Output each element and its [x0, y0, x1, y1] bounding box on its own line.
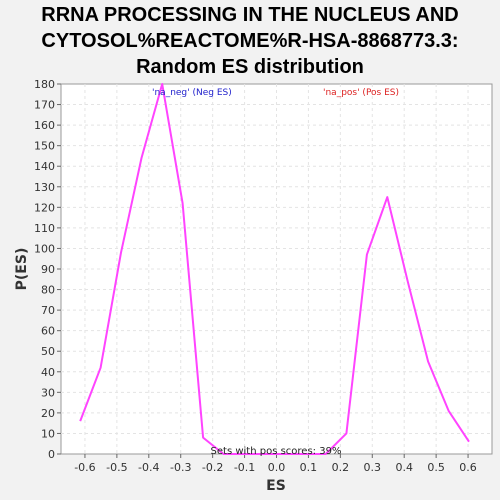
x-tick-label: 0.0 — [268, 461, 286, 474]
y-tick-label: 20 — [41, 407, 55, 420]
x-tick-label: -0.2 — [202, 461, 223, 474]
x-tick-label: -0.5 — [106, 461, 127, 474]
y-tick-label: 180 — [34, 78, 55, 91]
y-tick-label: 100 — [34, 242, 55, 255]
chart-title-line-1: RRNA PROCESSING IN THE NUCLEUS AND — [41, 4, 459, 26]
y-axis-ticks: 0 10 20 30 40 50 60 70 80 90 100 110 120 130 140 150 160… — [34, 78, 61, 461]
x-tick-label: -0.3 — [170, 461, 191, 474]
y-tick-label: 60 — [41, 325, 55, 338]
y-axis-label: P(ES) — [14, 248, 30, 291]
chart-title-line-3: Random ES distribution — [136, 56, 364, 78]
es-distribution-line — [79, 83, 470, 455]
x-tick-label: 0.5 — [427, 461, 445, 474]
x-axis-label: ES — [266, 478, 286, 494]
x-tick-label: -0.1 — [234, 461, 255, 474]
x-tick-label: -0.6 — [74, 461, 95, 474]
y-tick-label: 140 — [34, 160, 55, 173]
x-tick-label: 0.1 — [300, 461, 318, 474]
x-tick-label: 0.2 — [332, 461, 350, 474]
x-tick-label: 0.4 — [395, 461, 413, 474]
y-tick-label: 130 — [34, 181, 55, 194]
legend-pos-es: 'na_pos' (Pos ES) — [323, 88, 399, 98]
chart-title: RRNA PROCESSING IN THE NUCLEUS AND CYTOS… — [0, 2, 500, 80]
y-tick-label: 30 — [41, 386, 55, 399]
x-tick-label: -0.4 — [138, 461, 159, 474]
y-tick-label: 80 — [41, 284, 55, 297]
x-tick-label: 0.6 — [459, 461, 477, 474]
y-tick-label: 120 — [34, 201, 55, 214]
y-tick-label: 40 — [41, 366, 55, 379]
pos-scores-annotation: Sets with pos scores: 39% — [211, 446, 342, 457]
y-tick-label: 70 — [41, 304, 55, 317]
y-tick-label: 90 — [41, 263, 55, 276]
x-axis-ticks: -0.6 -0.5 -0.4 -0.3 -0.2 -0.1 0.0 0.1 0.2 0.3 0.4 0… — [74, 454, 477, 474]
y-tick-label: 150 — [34, 140, 55, 153]
y-tick-label: 50 — [41, 345, 55, 358]
y-tick-label: 160 — [34, 119, 55, 132]
y-tick-label: 170 — [34, 99, 55, 112]
y-tick-label: 110 — [34, 222, 55, 235]
y-tick-label: 0 — [48, 448, 55, 461]
x-tick-label: 0.3 — [364, 461, 382, 474]
grid-lines — [61, 84, 492, 454]
legend-neg-es: 'na_neg' (Neg ES) — [152, 88, 232, 98]
y-tick-label: 10 — [41, 427, 55, 440]
chart-title-line-2: CYTOSOL%REACTOME%R-HSA-8868773.3: — [41, 30, 459, 52]
